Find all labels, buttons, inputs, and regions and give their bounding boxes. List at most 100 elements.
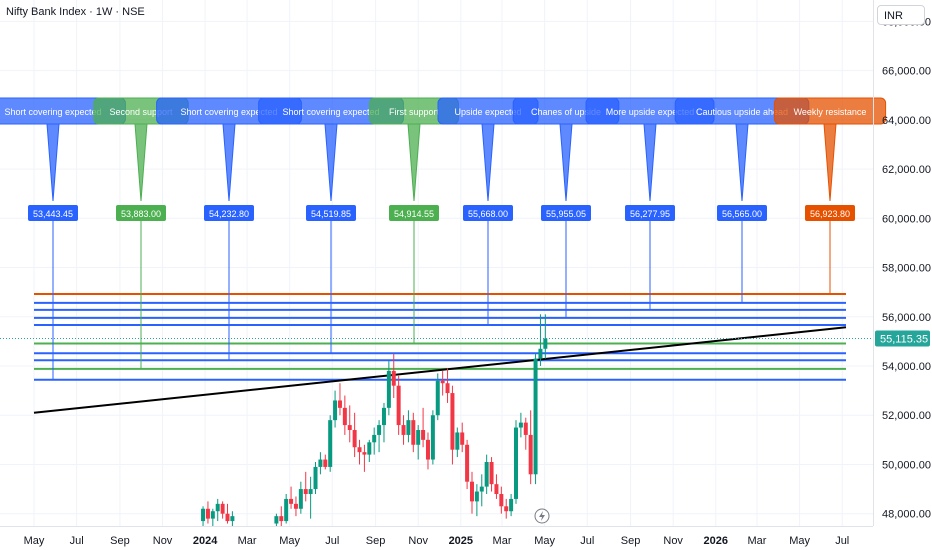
time-tick-label: Jul bbox=[70, 535, 84, 547]
candle bbox=[347, 405, 352, 443]
candle-body bbox=[362, 452, 367, 455]
callout-note: More upside expected bbox=[606, 107, 695, 117]
candle bbox=[504, 498, 509, 519]
candle-body bbox=[298, 489, 303, 509]
candle-body bbox=[318, 459, 323, 467]
level-price-tag bbox=[28, 205, 78, 221]
candle bbox=[323, 454, 328, 470]
trend-line[interactable] bbox=[33, 326, 847, 414]
time-tick-label: Jul bbox=[325, 535, 339, 547]
candle-body bbox=[372, 434, 377, 443]
candle-body bbox=[518, 422, 523, 428]
level-callout[interactable]: Chanes of upside 55,955.05 bbox=[512, 97, 620, 318]
level-price-tag bbox=[541, 205, 591, 221]
level-callout[interactable]: Short covering expected 54,232.80 bbox=[156, 97, 302, 361]
candle bbox=[494, 474, 499, 499]
time-tick-label: Mar bbox=[493, 535, 512, 547]
callout-note: Short covering expected bbox=[4, 107, 101, 117]
candle bbox=[513, 420, 518, 504]
candle bbox=[484, 454, 489, 494]
candle-body bbox=[416, 430, 421, 445]
candles bbox=[201, 314, 550, 526]
candle-body bbox=[513, 427, 518, 499]
callout-note: Second support bbox=[109, 107, 173, 117]
candle-body bbox=[215, 503, 220, 512]
support-resistance-levels[interactable] bbox=[34, 293, 846, 381]
candle bbox=[518, 412, 523, 438]
currency-selector[interactable]: INR bbox=[877, 5, 925, 25]
candle bbox=[377, 420, 382, 453]
level-callout[interactable]: Short covering expected 53,443.45 bbox=[0, 97, 126, 380]
time-tick-label: Sep bbox=[110, 535, 130, 547]
level-callout[interactable]: First support 54,914.55 bbox=[369, 97, 459, 344]
candle-body bbox=[455, 432, 460, 450]
time-tick-label: May bbox=[24, 535, 45, 547]
candle-body bbox=[367, 442, 372, 455]
candle-body bbox=[377, 425, 382, 435]
callout-note: Cautious upside ahead bbox=[696, 107, 788, 117]
grid bbox=[0, 0, 873, 526]
candle bbox=[318, 452, 323, 475]
bolt-icon bbox=[539, 511, 545, 521]
level-price-label: 54,914.55 bbox=[394, 209, 434, 219]
level-callout[interactable]: Short covering expected 54,519.85 bbox=[258, 97, 404, 354]
callout-note: Short covering expected bbox=[282, 107, 379, 117]
level-callout[interactable]: Second support 53,883.00 bbox=[93, 97, 189, 369]
candle bbox=[381, 402, 386, 443]
candle-body bbox=[474, 491, 479, 502]
level-callout[interactable]: More upside expected 56,277.95 bbox=[585, 97, 715, 310]
level-price-label: 56,277.95 bbox=[630, 209, 670, 219]
candle-body bbox=[504, 506, 509, 512]
level-callout[interactable]: Cautious upside ahead 56,565.00 bbox=[674, 97, 810, 303]
candle-body bbox=[401, 425, 406, 435]
level-price-label: 54,232.80 bbox=[209, 209, 249, 219]
callout-note: Short covering expected bbox=[180, 107, 277, 117]
callout-note: Upside expected bbox=[454, 107, 521, 117]
candle bbox=[509, 494, 514, 517]
price-tick-label: 54,000.00 bbox=[882, 361, 931, 373]
candle-body bbox=[342, 407, 347, 426]
candle bbox=[435, 373, 440, 421]
candle-body bbox=[435, 380, 440, 416]
candle-body bbox=[347, 425, 352, 430]
level-callout[interactable]: Weekly resistance 56,923.80 bbox=[773, 97, 887, 295]
callout-bubble[interactable] bbox=[773, 97, 887, 125]
candle-body bbox=[352, 430, 357, 448]
candle-body bbox=[210, 511, 215, 519]
candle bbox=[225, 503, 230, 524]
candle bbox=[328, 415, 333, 472]
last-price-label: 55,115.35 bbox=[880, 334, 928, 346]
level-price-tag bbox=[625, 205, 675, 221]
price-axis-separator bbox=[873, 0, 874, 526]
price-tick-label: 58,000.00 bbox=[882, 263, 931, 275]
callout-note: Chanes of upside bbox=[531, 107, 601, 117]
candle bbox=[220, 501, 225, 519]
time-tick-label: Nov bbox=[153, 535, 173, 547]
trendline[interactable] bbox=[33, 326, 847, 414]
time-tick-label: 2026 bbox=[704, 535, 728, 547]
level-callouts[interactable]: Short covering expected 53,443.45 Second s… bbox=[0, 97, 887, 380]
candle bbox=[337, 383, 342, 416]
candle bbox=[430, 410, 435, 465]
level-price-tag bbox=[389, 205, 439, 221]
callout-pointer bbox=[643, 123, 657, 202]
candle bbox=[445, 368, 450, 403]
candle bbox=[367, 439, 372, 462]
level-price-tag bbox=[204, 205, 254, 221]
level-price-label: 55,668.00 bbox=[468, 209, 508, 219]
candle bbox=[352, 412, 357, 458]
candle-body bbox=[479, 486, 484, 492]
level-callout[interactable]: Upside expected 55,668.00 bbox=[437, 97, 539, 325]
candle-body bbox=[396, 385, 401, 426]
time-tick-label: 2025 bbox=[449, 535, 473, 547]
candle bbox=[284, 494, 289, 524]
candle bbox=[528, 410, 533, 485]
candle-body bbox=[293, 503, 298, 509]
candle bbox=[342, 395, 347, 435]
candle-body bbox=[425, 439, 430, 460]
level-price-label: 53,443.45 bbox=[33, 209, 73, 219]
candle-body bbox=[484, 462, 489, 487]
candle-body bbox=[489, 462, 494, 485]
